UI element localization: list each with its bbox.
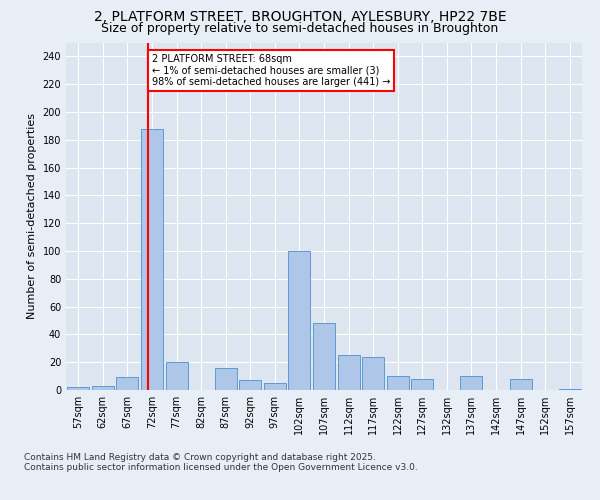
- Text: 2 PLATFORM STREET: 68sqm
← 1% of semi-detached houses are smaller (3)
98% of sem: 2 PLATFORM STREET: 68sqm ← 1% of semi-de…: [152, 54, 391, 87]
- Bar: [239, 380, 262, 390]
- Bar: [386, 376, 409, 390]
- Bar: [141, 128, 163, 390]
- Bar: [362, 356, 384, 390]
- Text: Size of property relative to semi-detached houses in Broughton: Size of property relative to semi-detach…: [101, 22, 499, 35]
- Text: Contains HM Land Registry data © Crown copyright and database right 2025.
Contai: Contains HM Land Registry data © Crown c…: [24, 453, 418, 472]
- Bar: [92, 386, 114, 390]
- Bar: [313, 324, 335, 390]
- Bar: [264, 383, 286, 390]
- Bar: [166, 362, 188, 390]
- Bar: [559, 388, 581, 390]
- Bar: [411, 379, 433, 390]
- Bar: [289, 251, 310, 390]
- Y-axis label: Number of semi-detached properties: Number of semi-detached properties: [27, 114, 37, 320]
- Bar: [116, 378, 139, 390]
- Bar: [338, 355, 359, 390]
- Text: 2, PLATFORM STREET, BROUGHTON, AYLESBURY, HP22 7BE: 2, PLATFORM STREET, BROUGHTON, AYLESBURY…: [94, 10, 506, 24]
- Bar: [215, 368, 237, 390]
- Bar: [509, 379, 532, 390]
- Bar: [460, 376, 482, 390]
- Bar: [67, 387, 89, 390]
